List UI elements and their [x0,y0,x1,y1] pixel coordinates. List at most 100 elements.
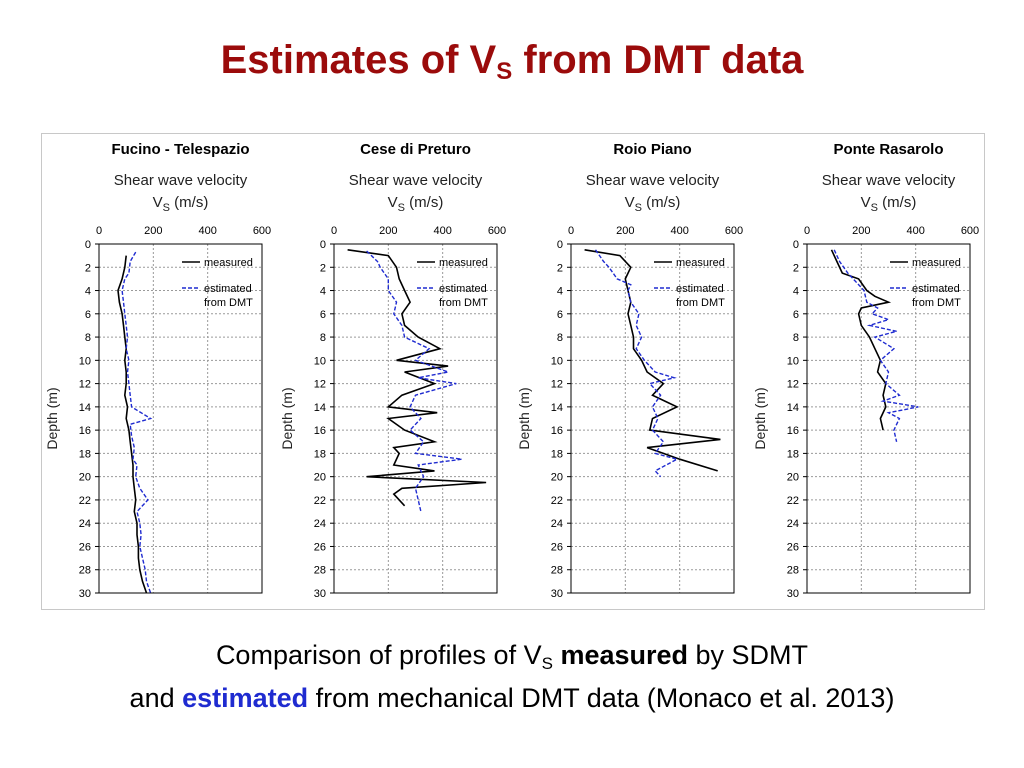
chart-3-series-estimated [594,249,679,478]
chart-4-legend-measured: measured [912,257,961,269]
chart-4-series-measured [830,249,892,431]
chart-2-ylabel: Depth (m) [279,387,295,449]
caption-subscript: S [541,654,553,673]
chart-1-ytick-label: 10 [79,355,91,367]
chart-3-ytick-label: 10 [551,355,563,367]
chart-3-ytick-label: 6 [557,309,563,321]
chart-2-ytick-label: 26 [314,541,326,553]
chart-2-ytick-label: 6 [320,309,326,321]
chart-4-xlabel-unit-rest: (m/s) [878,194,916,211]
chart-2-xlabel: Shear wave velocity [349,172,483,189]
chart-1-ytick-label: 28 [79,565,91,577]
chart-4-xlabel-unit: VS (m/s) [861,194,917,214]
chart-4-ytick-label: 8 [793,332,799,344]
chart-1: Fucino - Telespazio Shear wave velocity VS… [44,141,271,600]
caption-estimated: estimated [182,683,309,713]
chart-3-ytick-label: 26 [551,541,563,553]
chart-2-legend-estimated: estimated [439,283,487,295]
chart-2-title: Cese di Preturo [360,141,471,158]
chart-3: Roio Piano Shear wave velocity VS (m/s) Dep… [516,141,743,600]
slide-title: Estimates of VS from DMT data [0,40,1024,84]
chart-4-legend-estimated-2: from DMT [912,297,961,309]
chart-1-xtick-label: 200 [144,225,162,237]
chart-4-ytick-label: 30 [787,588,799,600]
chart-1-legend-measured: measured [204,257,253,269]
chart-4-xtick-label: 600 [961,225,979,237]
chart-4-ytick-label: 24 [787,518,799,530]
chart-4: Ponte Rasarolo Shear wave velocity VS (m/s… [752,141,979,600]
chart-2-ytick-label: 12 [314,379,326,391]
chart-1-plot-area [98,243,263,594]
chart-4-ylabel: Depth (m) [752,387,768,449]
chart-4-legend-estimated: estimated [912,283,960,295]
chart-3-legend-measured: measured [676,257,725,269]
chart-3-xlabel-unit-rest: (m/s) [642,194,680,211]
chart-2-xlabel-unit-v: V [388,194,398,211]
caption-measured: measured [560,640,689,670]
chart-4-ytick-label: 16 [787,425,799,437]
chart-1-xlabel-unit: VS (m/s) [153,194,209,214]
chart-3-ytick-label: 14 [551,402,563,414]
chart-4-ytick-label: 10 [787,355,799,367]
chart-1-xtick-label: 0 [96,225,102,237]
chart-2-xlabel-unit-sub: S [398,202,405,214]
chart-4-ytick-label: 26 [787,541,799,553]
chart-1-ytick-label: 22 [79,495,91,507]
chart-2-ytick-label: 20 [314,472,326,484]
title-subscript: S [496,58,513,85]
title-text-end: from DMT data [512,38,804,82]
chart-4-ytick-label: 2 [793,262,799,274]
figure-frame: Fucino - Telespazio Shear wave velocity VS… [41,133,985,610]
chart-3-ytick-label: 12 [551,379,563,391]
chart-4-xlabel-unit-v: V [861,194,871,211]
chart-3-xtick-label: 0 [568,225,574,237]
chart-2-legend-measured: measured [439,257,488,269]
chart-1-ytick-label: 26 [79,541,91,553]
chart-1-xtick-label: 400 [198,225,216,237]
chart-2-xlabel-unit-rest: (m/s) [405,194,443,211]
chart-2-ytick-label: 28 [314,565,326,577]
chart-3-title: Roio Piano [613,141,691,158]
chart-2-ytick-label: 8 [320,332,326,344]
chart-2-ytick-label: 4 [320,286,326,298]
caption: Comparison of profiles of VS measured by… [0,638,1024,715]
chart-1-ytick-label: 18 [79,448,91,460]
caption-text-2: by SDMT [688,640,809,670]
chart-3-xlabel-unit-v: V [625,194,635,211]
chart-1-ytick-label: 24 [79,518,91,530]
chart-4-ytick-label: 12 [787,379,799,391]
chart-3-ytick-label: 16 [551,425,563,437]
chart-4-ytick-label: 14 [787,402,799,414]
chart-2-legend-estimated-2: from DMT [439,297,488,309]
chart-4-plot-area [806,243,971,594]
chart-1-series-measured [117,255,148,594]
chart-2-ytick-label: 22 [314,495,326,507]
chart-4-ytick-label: 22 [787,495,799,507]
chart-3-xlabel-unit: VS (m/s) [625,194,681,214]
chart-3-xtick-label: 200 [616,225,634,237]
chart-2-ytick-label: 10 [314,355,326,367]
chart-2-xtick-label: 600 [488,225,506,237]
chart-3-xlabel-unit-sub: S [635,202,642,214]
chart-2-ytick-label: 16 [314,425,326,437]
chart-3-ytick-label: 2 [557,262,563,274]
chart-2-series-estimated [366,250,462,512]
chart-2-xtick-label: 200 [379,225,397,237]
chart-3-plot-area [570,243,735,594]
chart-4-ytick-label: 0 [793,239,799,251]
chart-3-ytick-label: 30 [551,588,563,600]
chart-1-ytick-label: 8 [85,332,91,344]
chart-2-ytick-label: 14 [314,402,326,414]
chart-3-ytick-label: 20 [551,472,563,484]
chart-2-plot-area [333,243,498,594]
chart-1-ytick-label: 20 [79,472,91,484]
chart-3-xlabel: Shear wave velocity [586,172,720,189]
chart-1-series-estimated [121,251,153,594]
chart-3-ytick-label: 18 [551,448,563,460]
chart-1-ytick-label: 14 [79,402,91,414]
chart-1-ytick-label: 0 [85,239,91,251]
chart-3-ytick-label: 8 [557,332,563,344]
chart-3-legend-estimated: estimated [676,283,724,295]
chart-4-xtick-label: 200 [852,225,870,237]
